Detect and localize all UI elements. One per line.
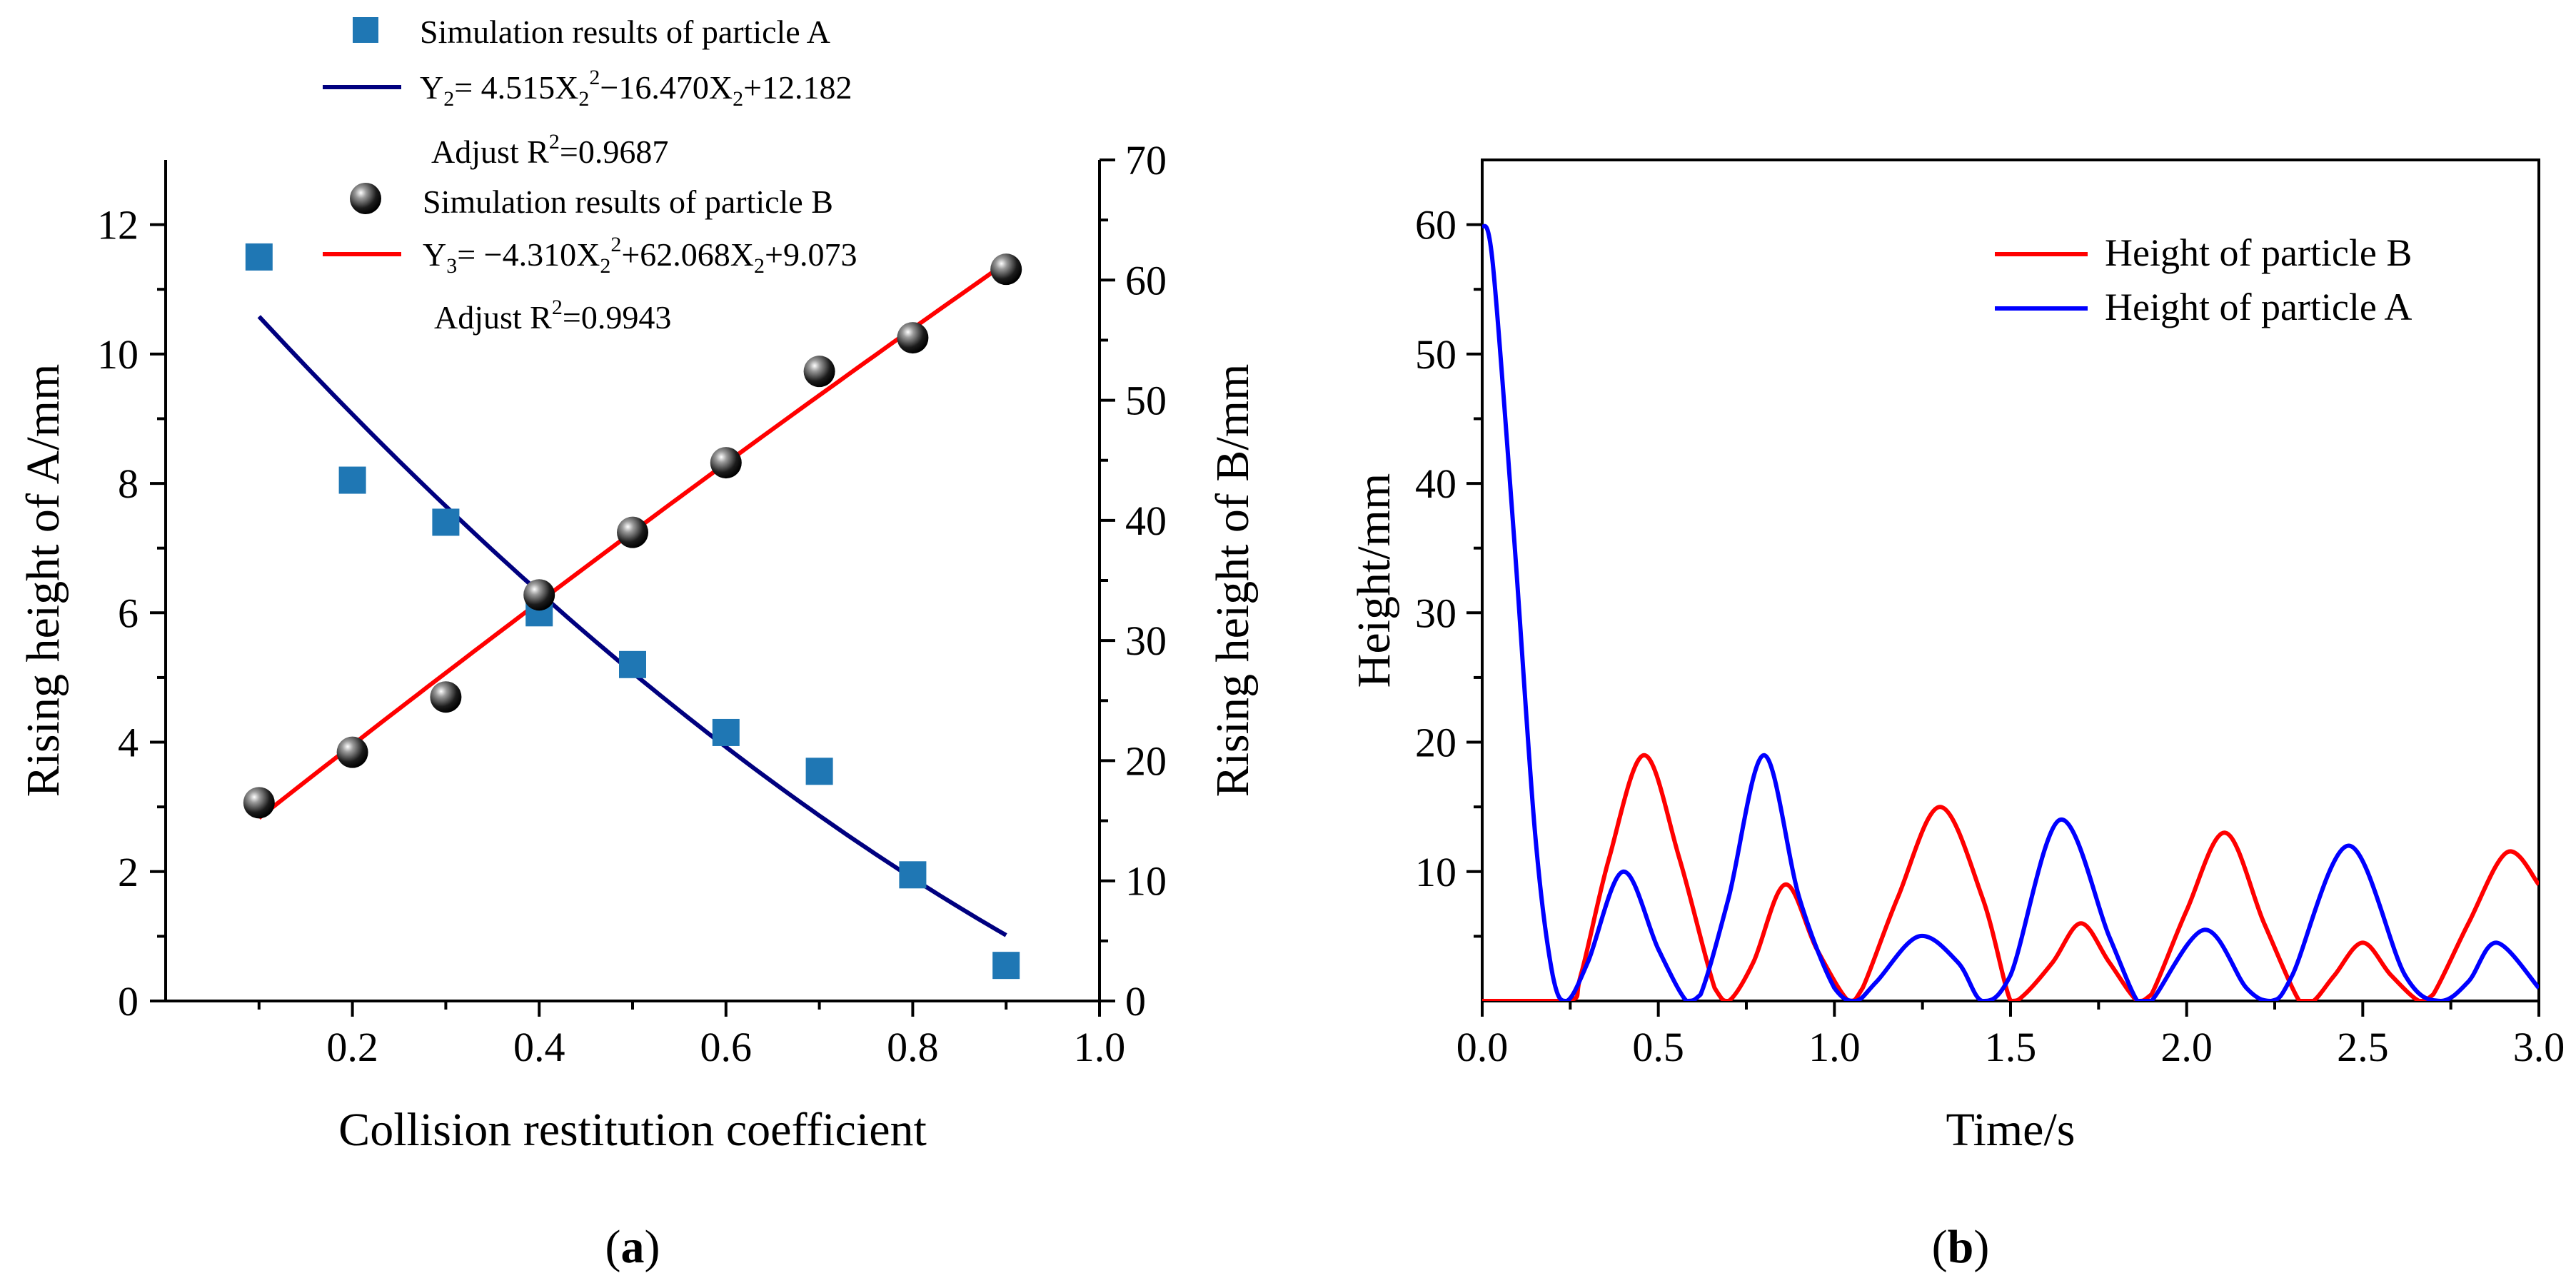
x-tick-label-a: 1.0 [1074, 1024, 1126, 1070]
legend-marker-particle-b [350, 183, 381, 214]
x-tick-label-b: 0.0 [1456, 1024, 1509, 1070]
y2-axis-label-a: Rising height of B/mm [1207, 364, 1259, 798]
y-tick-label-a: 8 [118, 461, 139, 507]
y-tick-label-a: 12 [97, 202, 139, 248]
point-particle-a [619, 650, 646, 678]
x-tick-label-a: 0.4 [513, 1024, 565, 1070]
caption-a: (a) [605, 1221, 660, 1273]
y-axis-label-b: Height/mm [1348, 473, 1400, 688]
point-particle-a [712, 718, 740, 746]
x-tick-label-b: 0.5 [1632, 1024, 1684, 1070]
legend-label-particle-b: Simulation results of particle B [423, 183, 833, 220]
x-tick-label-b: 2.0 [2160, 1024, 2213, 1070]
y-tick-label-a: 2 [118, 849, 139, 895]
line-height-particle-b [1482, 753, 2539, 1001]
point-particle-b [243, 787, 275, 819]
point-particle-a [432, 508, 460, 536]
y-tick-label-b: 50 [1415, 331, 1456, 378]
y2-tick-label-a: 0 [1125, 978, 1146, 1025]
y2-tick-label-a: 70 [1125, 137, 1167, 183]
x-tick-label-b: 1.5 [1985, 1024, 2037, 1070]
point-particle-b [990, 253, 1022, 286]
legend-b: Height of particle B Height of particle … [1995, 231, 2412, 328]
points-particle-b [243, 253, 1022, 819]
y-axis-label-a: Rising height of A/mm [17, 364, 69, 798]
y2-tick-label-a: 10 [1125, 858, 1167, 905]
y2-tick-label-a: 50 [1125, 378, 1167, 424]
point-particle-b [430, 681, 462, 713]
y2-tick-label-a: 60 [1125, 257, 1167, 303]
x-tick-label-b: 1.0 [1808, 1024, 1861, 1070]
y2-tick-label-a: 40 [1125, 498, 1167, 544]
x-tick-label-a: 0.6 [700, 1024, 753, 1070]
x-tick-label-a: 0.8 [887, 1024, 939, 1070]
x-axis-label-b: Time/s [1946, 1104, 2076, 1156]
x-axis-label-a: Collision restitution coefficient [338, 1104, 927, 1156]
y-tick-label-b: 60 [1415, 202, 1456, 248]
y-tick-label-b: 20 [1415, 720, 1456, 766]
y-tick-label-b: 40 [1415, 461, 1456, 507]
y-tick-label-b: 10 [1415, 849, 1456, 895]
point-particle-a [899, 861, 927, 889]
y-tick-label-b: 30 [1415, 590, 1456, 636]
ticks-a [150, 159, 1115, 1017]
fit-line-particle-a [257, 315, 1007, 937]
legend-label-height-a: Height of particle A [2105, 286, 2412, 328]
y2-tick-label-a: 20 [1125, 738, 1167, 784]
legend-label-particle-a: Simulation results of particle A [420, 14, 830, 50]
panel-b: 0.0 0.5 1.0 1.5 2.0 2.5 3.0 10 20 30 40 50 60 Height… [1348, 159, 2565, 1273]
legend-fit-b-equation: Y3= −4.310X22+62.068X2+9.073 [423, 233, 857, 278]
x-tick-label-b: 2.5 [2337, 1024, 2389, 1070]
y-tick-label-a: 0 [118, 978, 139, 1025]
point-particle-b [897, 322, 929, 354]
legend-adjust-r2-b: Adjust R2=0.9943 [434, 296, 671, 336]
point-particle-b [803, 356, 835, 388]
legend-adjust-r2-a: Adjust R2=0.9687 [431, 130, 668, 170]
panel-a: Simulation results of particle A Y2= 4.5… [17, 14, 1259, 1273]
legend-label-height-b: Height of particle B [2105, 231, 2412, 274]
x-tick-label-a: 0.2 [326, 1024, 378, 1070]
legend-marker-particle-a [353, 17, 378, 43]
point-particle-a [338, 466, 366, 494]
point-particle-b [710, 447, 742, 479]
y-tick-label-a: 10 [97, 331, 139, 378]
legend-fit-a-equation: Y2= 4.515X22−16.470X2+12.182 [420, 66, 852, 111]
point-particle-a [992, 952, 1020, 980]
x-tick-label-b: 3.0 [2513, 1024, 2565, 1070]
tick-labels-b: 0.0 0.5 1.0 1.5 2.0 2.5 3.0 10 20 30 40 50 60 [1415, 202, 2565, 1070]
point-particle-b [523, 579, 555, 611]
y2-tick-label-a: 30 [1125, 618, 1167, 664]
points-particle-a [245, 243, 1020, 980]
legend-a: Simulation results of particle A Y2= 4.5… [323, 14, 857, 336]
point-particle-a [245, 243, 273, 271]
line-height-particle-a [1482, 223, 2539, 1001]
ticks-b [1466, 223, 2540, 1017]
point-particle-b [336, 736, 368, 768]
caption-b: (b) [1932, 1221, 1990, 1273]
point-particle-b [617, 516, 648, 548]
y-tick-label-a: 4 [118, 720, 139, 766]
y-tick-label-a: 6 [118, 590, 139, 636]
point-particle-a [805, 758, 833, 785]
